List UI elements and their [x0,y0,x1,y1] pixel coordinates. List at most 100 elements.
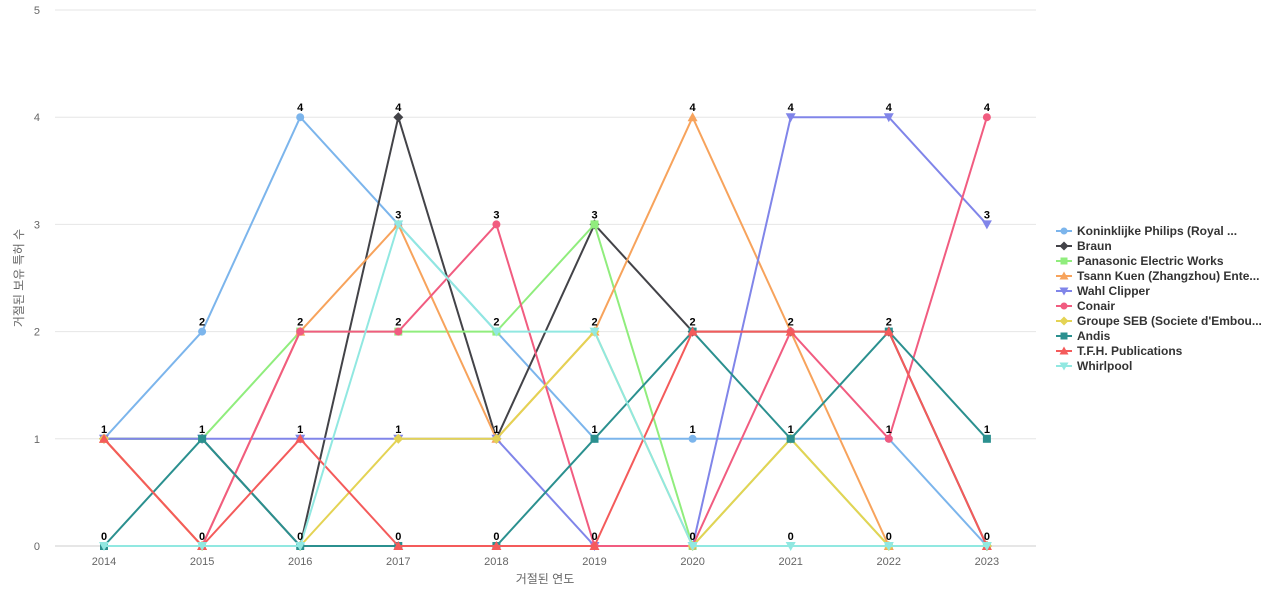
y-tick-label: 2 [34,327,40,339]
data-point[interactable] [393,433,404,444]
data-label: 0 [690,531,696,543]
data-point[interactable] [590,220,599,229]
data-point[interactable] [981,542,992,551]
legend-item[interactable]: Wahl Clipper [1056,284,1150,298]
data-label: 4 [984,102,991,114]
data-point[interactable] [687,112,698,122]
legend[interactable]: Koninklijke Philips (Royal ...BraunPanas… [1056,224,1262,373]
legend-item[interactable]: Conair [1056,299,1115,313]
data-label: 4 [886,102,893,114]
legend-label: Wahl Clipper [1077,284,1150,298]
data-label: 2 [591,317,597,329]
legend-label: Tsann Kuen (Zhangzhou) Ente... [1077,269,1259,283]
legend-label: Braun [1077,239,1112,253]
data-label: 3 [395,209,401,221]
y-axis-title: 거절된 보유 특허 수 [12,229,26,327]
data-point[interactable] [394,327,403,336]
data-point[interactable] [786,434,795,443]
legend-marker [1059,287,1069,296]
data-label: 3 [591,209,597,221]
data-label: 1 [591,424,597,436]
legend-label: Conair [1077,299,1115,313]
legend-item[interactable]: Tsann Kuen (Zhangzhou) Ente... [1056,269,1259,283]
data-label: 2 [886,317,892,329]
legend-item[interactable]: Koninklijke Philips (Royal ... [1056,224,1237,238]
data-label: 0 [886,531,892,543]
series-9 [99,220,992,551]
y-axis-ticks: 0 1 2 3 4 5 [34,5,40,553]
data-point[interactable] [785,326,796,336]
data-point[interactable] [393,220,404,230]
data-label: 2 [788,317,794,329]
legend-item[interactable]: T.F.H. Publications [1056,344,1183,358]
legend-marker [1059,271,1069,280]
data-label: 1 [788,424,794,436]
y-tick-label: 5 [34,5,40,17]
legend-label: Whirlpool [1077,359,1132,373]
data-label: 1 [101,424,107,436]
data-point[interactable] [687,542,698,551]
data-point[interactable] [491,541,502,550]
legend-marker [1059,241,1069,251]
series-line[interactable] [104,223,987,547]
legend-marker [1059,316,1069,326]
data-label: 1 [690,424,696,436]
data-point[interactable] [589,541,600,550]
data-label: 1 [395,424,401,436]
data-point[interactable] [491,433,502,444]
data-label: 0 [395,531,401,543]
data-label: 0 [199,531,205,543]
legend-item[interactable]: Whirlpool [1056,359,1132,373]
x-axis-title: 거절된 연도 [516,572,575,586]
data-point[interactable] [99,433,109,443]
data-point[interactable] [198,434,207,443]
data-point[interactable] [688,434,697,443]
data-point[interactable] [197,542,208,551]
data-point[interactable] [981,220,992,230]
legend-item[interactable]: Groupe SEB (Societe d'Embou... [1056,314,1262,328]
legend-label: Groupe SEB (Societe d'Embou... [1077,314,1262,328]
data-label: 4 [395,102,402,114]
data-point[interactable] [198,327,207,336]
data-label: 0 [493,531,499,543]
legend-item[interactable]: Braun [1056,239,1112,253]
data-point[interactable] [982,113,991,122]
data-point[interactable] [296,327,305,336]
data-point[interactable] [883,326,894,336]
data-point[interactable] [687,326,698,336]
y-tick-label: 1 [34,434,40,446]
data-point[interactable] [883,113,894,123]
legend-item[interactable]: Panasonic Electric Works [1056,254,1224,268]
data-point[interactable] [785,113,796,123]
x-tick-label: 2014 [92,556,116,568]
data-label: 2 [690,317,696,329]
data-point[interactable] [295,433,306,443]
data-point[interactable] [393,112,404,123]
x-tick-label: 2016 [288,556,312,568]
legend-item[interactable]: Andis [1056,329,1111,343]
data-point[interactable] [589,327,600,337]
legend-marker [1059,346,1069,355]
data-point[interactable] [785,542,796,551]
legend-marker [1060,257,1068,265]
legend-label: Panasonic Electric Works [1077,254,1224,268]
data-label: 2 [297,317,303,329]
x-tick-label: 2021 [778,556,802,568]
series-line[interactable] [103,330,988,547]
data-label: 2 [395,317,401,329]
x-tick-label: 2022 [877,556,901,568]
data-point[interactable] [393,541,404,550]
data-point[interactable] [296,113,305,122]
data-labels: 1 0 2 1 0 4 2 1 0 4 3 2 1 0 3 2 1 0 3 2 1 0 4 2 1 0 4 2 1 0 4 2 1 0 4 3 1 0 [101,102,991,543]
data-point[interactable] [982,434,991,443]
data-point[interactable] [295,542,306,551]
data-point[interactable] [491,327,502,337]
data-point[interactable] [884,434,893,443]
data-point[interactable] [883,542,894,551]
data-point[interactable] [492,220,501,229]
data-point[interactable] [590,434,599,443]
y-tick-label: 0 [34,541,40,553]
data-point[interactable] [99,542,109,551]
x-tick-label: 2020 [680,556,704,568]
